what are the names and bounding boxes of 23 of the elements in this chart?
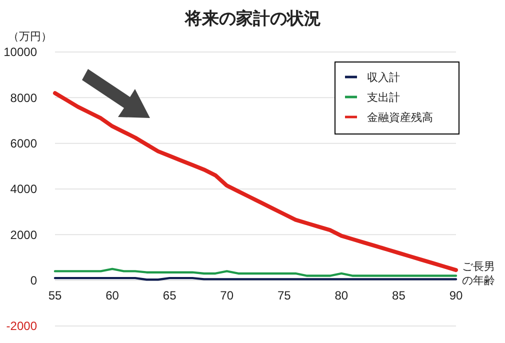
y-tick-label: -2000: [6, 319, 38, 334]
x-axis-title: ご長男の年齢: [462, 261, 495, 288]
legend-label: 支出計: [367, 90, 400, 104]
x-tick-label: 70: [220, 288, 234, 302]
line-series: [54, 268, 458, 277]
line-series: [53, 91, 458, 272]
x-tick-label: 55: [48, 288, 62, 302]
x-tick-label: 65: [162, 288, 177, 302]
y-tick-label: 0: [30, 274, 38, 288]
x-tick-label: 90: [449, 288, 463, 302]
y-tick-label: 6000: [10, 136, 38, 151]
y-axis-title: （万円）: [8, 31, 52, 43]
y-tick-label: 10000: [4, 45, 38, 60]
legend-label: 収入計: [367, 70, 400, 84]
y-tick-label: 8000: [10, 90, 38, 105]
y-tick-label: 4000: [10, 182, 38, 196]
y-tick-label: 2000: [10, 228, 38, 242]
legend-label: 金融資産残高: [367, 110, 433, 124]
x-tick-label: 60: [106, 288, 120, 302]
x-tick-label: 75: [277, 288, 292, 302]
x-tick-label: 80: [334, 288, 348, 302]
x-tick-label: 85: [392, 288, 406, 302]
chart-title: 将来の家計の状況: [184, 9, 321, 28]
